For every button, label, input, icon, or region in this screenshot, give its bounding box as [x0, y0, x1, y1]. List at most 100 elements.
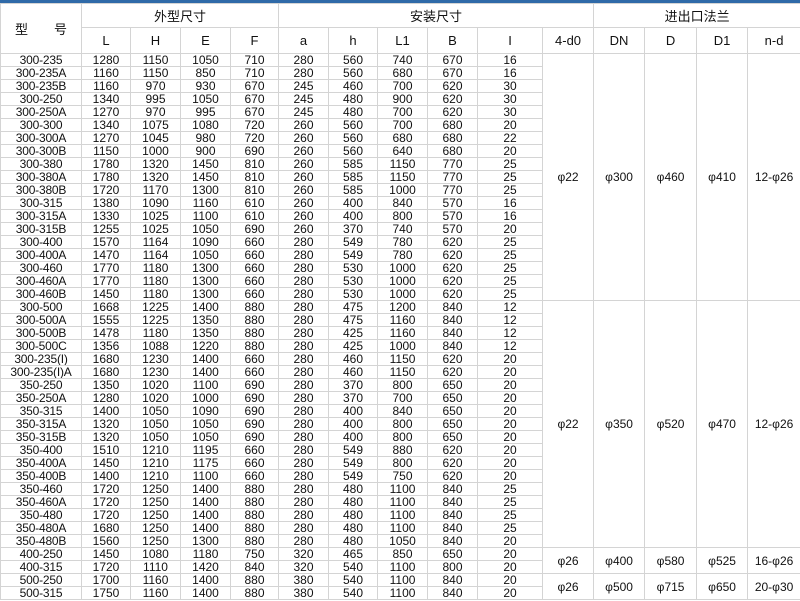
column-header-n-d: n-d: [747, 27, 800, 54]
column-header-d1: D1: [696, 27, 749, 54]
value-cell: 20: [477, 404, 544, 418]
value-cell: 1164: [130, 235, 181, 249]
value-cell: 280: [278, 261, 330, 275]
flange-cell: 16-φ26: [747, 547, 800, 574]
model-cell: 300-380B: [0, 183, 82, 197]
value-cell: 850: [377, 547, 429, 561]
value-cell: 1180: [130, 287, 181, 301]
value-cell: 650: [427, 378, 479, 392]
model-cell: 400-315: [0, 560, 82, 574]
model-cell: 300-500B: [0, 326, 82, 340]
value-cell: 16: [477, 196, 544, 210]
flange-cell: φ22: [542, 53, 595, 301]
value-cell: 1160: [130, 573, 181, 587]
value-cell: 1180: [180, 547, 231, 561]
header-install-dimensions: 安装尺寸: [278, 3, 595, 28]
value-cell: 280: [278, 287, 330, 301]
header-model: 型 号: [0, 3, 82, 54]
value-cell: 1110: [130, 560, 181, 574]
value-cell: 1080: [130, 547, 181, 561]
value-cell: 280: [278, 235, 330, 249]
model-cell: 350-315A: [0, 417, 82, 431]
value-cell: 880: [229, 313, 280, 327]
value-cell: 720: [229, 131, 280, 145]
value-cell: 549: [328, 443, 379, 457]
value-cell: 280: [278, 469, 330, 483]
value-cell: 620: [427, 352, 479, 366]
value-cell: 1720: [81, 183, 131, 197]
value-cell: 260: [278, 118, 330, 132]
model-cell: 350-480B: [0, 534, 82, 548]
value-cell: 570: [427, 196, 479, 210]
column-header-dn: DN: [593, 27, 646, 54]
value-cell: 750: [229, 547, 280, 561]
value-cell: 660: [229, 248, 280, 262]
value-cell: 540: [328, 560, 379, 574]
value-cell: 995: [130, 92, 181, 106]
value-cell: 1770: [81, 274, 131, 288]
value-cell: 1770: [81, 261, 131, 275]
value-cell: 1000: [377, 183, 429, 197]
value-cell: 1050: [130, 404, 181, 418]
value-cell: 710: [229, 53, 280, 67]
value-cell: 1400: [81, 404, 131, 418]
value-cell: 1510: [81, 443, 131, 457]
value-cell: 245: [278, 105, 330, 119]
value-cell: 1560: [81, 534, 131, 548]
value-cell: 1280: [81, 391, 131, 405]
value-cell: 840: [229, 560, 280, 574]
value-cell: 690: [229, 378, 280, 392]
flange-cell: φ500: [593, 573, 646, 600]
value-cell: 1350: [180, 326, 231, 340]
value-cell: 800: [427, 560, 479, 574]
value-cell: 280: [278, 456, 330, 470]
model-cell: 350-460A: [0, 495, 82, 509]
value-cell: 280: [278, 378, 330, 392]
value-cell: 880: [229, 521, 280, 535]
value-cell: 1400: [180, 482, 231, 496]
value-cell: 740: [377, 53, 429, 67]
model-cell: 300-460B: [0, 287, 82, 301]
value-cell: 585: [328, 170, 379, 184]
value-cell: 530: [328, 287, 379, 301]
model-cell: 400-250: [0, 547, 82, 561]
value-cell: 620: [427, 287, 479, 301]
value-cell: 1180: [130, 274, 181, 288]
flange-cell: φ400: [593, 547, 646, 574]
table-row: 350-400A 1450 1210 1175 660 280 549 800 620 20: [0, 456, 800, 470]
value-cell: 1088: [130, 339, 181, 353]
value-cell: 1720: [81, 508, 131, 522]
value-cell: 1100: [377, 586, 429, 600]
value-cell: 1000: [180, 391, 231, 405]
value-cell: 1300: [180, 274, 231, 288]
value-cell: 12: [477, 313, 544, 327]
value-cell: 1400: [180, 365, 231, 379]
value-cell: 20: [477, 222, 544, 236]
value-cell: 1350: [81, 378, 131, 392]
value-cell: 1050: [180, 222, 231, 236]
table-row: 350-250 1350 1020 1100 690 280 370 800 650 20: [0, 378, 800, 392]
value-cell: 800: [377, 209, 429, 223]
value-cell: 1720: [81, 560, 131, 574]
value-cell: 20: [477, 456, 544, 470]
table-row: 300-235(I) 1680 1230 1400 660 280 460 1150 620 20: [0, 352, 800, 366]
value-cell: 970: [130, 79, 181, 93]
value-cell: 560: [328, 118, 379, 132]
value-cell: 880: [229, 339, 280, 353]
value-cell: 460: [328, 79, 379, 93]
flange-cell: φ650: [696, 573, 749, 600]
model-cell: 350-480A: [0, 521, 82, 535]
value-cell: 1100: [377, 495, 429, 509]
value-cell: 1400: [180, 352, 231, 366]
model-cell: 300-235B: [0, 79, 82, 93]
table-row: 300-460B 1450 1180 1300 660 280 530 1000 620 25: [0, 287, 800, 301]
value-cell: 560: [328, 131, 379, 145]
value-cell: 1210: [130, 443, 181, 457]
value-cell: 20: [477, 469, 544, 483]
value-cell: 460: [328, 352, 379, 366]
value-cell: 1470: [81, 248, 131, 262]
value-cell: 1225: [130, 300, 181, 314]
value-cell: 1160: [81, 79, 131, 93]
model-cell: 300-235A: [0, 66, 82, 80]
